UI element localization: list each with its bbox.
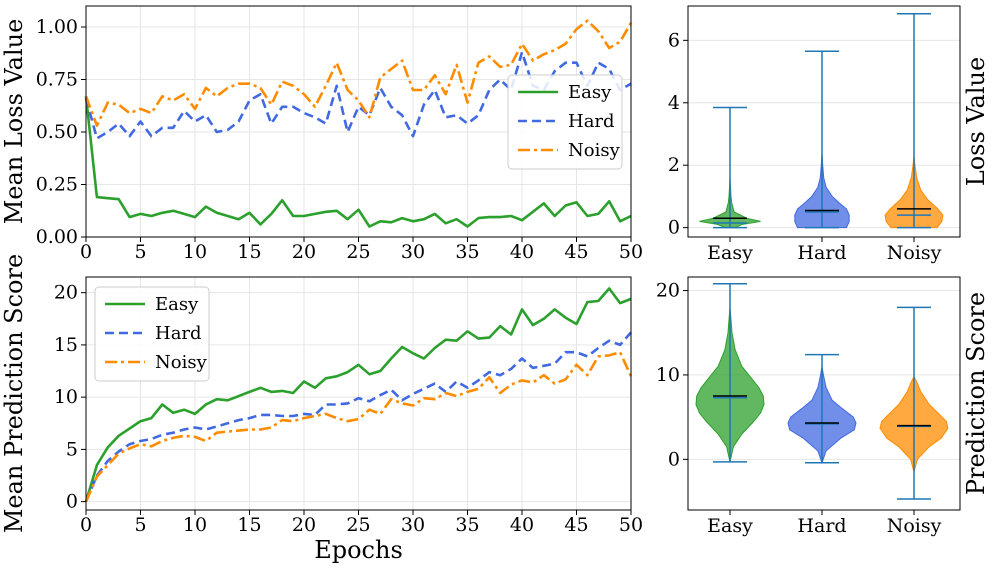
y-tick-label: 0.00: [36, 226, 78, 248]
x-axis-label: Epochs: [314, 536, 403, 564]
y-tick-label: 0: [668, 448, 680, 470]
legend: Easy Hard Noisy: [507, 74, 623, 170]
x-tick-label: 5: [134, 514, 146, 536]
x-tick-label: 25: [346, 241, 370, 263]
x-tick-label: 30: [401, 241, 425, 263]
x-tick-label: 35: [455, 514, 479, 536]
y-tick-label: 2: [668, 154, 680, 176]
x-tick-label: Easy: [707, 515, 753, 537]
legend-label: Easy: [568, 82, 612, 103]
violin-hard: [787, 353, 857, 465]
violin-noisy: [879, 306, 949, 500]
x-tick-label: 40: [510, 514, 534, 536]
plot-frame: [687, 5, 961, 238]
y-tick-label: 0.50: [36, 121, 78, 143]
legend: Easy Hard Noisy: [94, 286, 210, 382]
y-axis-label: Mean Loss Value: [0, 19, 28, 225]
legend-label: Hard: [155, 323, 202, 344]
series-line-noisy: [84, 19, 633, 127]
x-tick-label: 40: [510, 241, 534, 263]
legend-label: Noisy: [155, 352, 208, 373]
violin-noisy: [884, 13, 944, 229]
y-tick-label: 20: [54, 282, 78, 304]
x-tick-label: 0: [80, 514, 92, 536]
x-tick-label: 10: [183, 241, 207, 263]
x-tick-label: 50: [619, 241, 643, 263]
series-line-easy: [84, 96, 632, 228]
x-tick-label: 20: [292, 241, 316, 263]
y-tick-label: 10: [656, 364, 680, 386]
x-tick-label: 45: [564, 514, 588, 536]
y-tick-label: 5: [66, 438, 78, 460]
violin-easy: [699, 106, 761, 229]
y-tick-label: 0.25: [36, 174, 78, 196]
x-tick-label: 10: [183, 514, 207, 536]
legend-box: [507, 74, 623, 170]
y-tick-label: 4: [668, 92, 680, 114]
legend-box: [94, 286, 210, 382]
loss_violin-panel: Easy Hard Noisy 0 2 4 6 Loss Value: [668, 5, 990, 264]
y-axis-label: Loss Value: [962, 57, 990, 186]
x-tick-label: 25: [346, 514, 370, 536]
plot-frame: [687, 276, 961, 511]
violin-easy: [695, 283, 765, 463]
violin-hard: [794, 50, 850, 229]
y-tick-label: 15: [54, 334, 78, 356]
series-line-hard: [84, 331, 632, 503]
y-tick-label: 1.00: [36, 16, 78, 38]
x-tick-label: Easy: [707, 242, 753, 264]
y-tick-label: 6: [668, 29, 680, 51]
x-tick-label: Noisy: [887, 242, 942, 264]
x-tick-label: Noisy: [887, 515, 942, 537]
x-tick-label: 0: [80, 241, 92, 263]
legend-label: Noisy: [568, 140, 621, 161]
legend-label: Easy: [155, 294, 199, 315]
score_violin-panel: Easy Hard Noisy 0 10 20 Prediction Score: [656, 276, 990, 537]
y-tick-label: 10: [54, 386, 78, 408]
x-tick-label: 15: [237, 514, 261, 536]
y-tick-label: 0: [66, 491, 78, 513]
x-tick-label: 5: [134, 241, 146, 263]
x-tick-label: Hard: [797, 242, 846, 264]
y-tick-label: 20: [656, 280, 680, 302]
x-tick-label: 20: [292, 514, 316, 536]
x-tick-label: Hard: [797, 515, 846, 537]
score_line-panel: 0 5 10 15 20 25 30 35 40 45 50 0 5 10 15 20 Mean Predict…: [0, 254, 643, 564]
x-tick-label: 35: [455, 241, 479, 263]
series-line-easy: [84, 287, 632, 502]
y-tick-label: 0: [668, 217, 680, 239]
x-tick-label: 15: [237, 241, 261, 263]
y-tick-label: 0.75: [36, 69, 78, 91]
y-axis-label: Mean Prediction Score: [0, 254, 28, 533]
x-tick-label: 45: [564, 241, 588, 263]
legend-label: Hard: [568, 111, 615, 132]
series-line-noisy: [84, 350, 633, 503]
x-tick-label: 50: [619, 514, 643, 536]
y-axis-label: Prediction Score: [962, 292, 990, 495]
x-tick-label: 30: [401, 514, 425, 536]
loss_line-panel: 0 5 10 15 20 25 30 35 40 45 50 0.00 0.25 0.50 0.75 1.00…: [0, 5, 643, 263]
